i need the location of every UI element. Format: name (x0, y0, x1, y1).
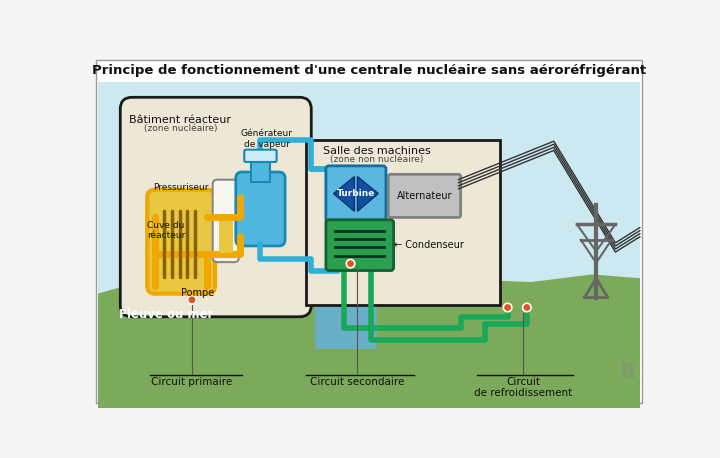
Text: Pressuriseur: Pressuriseur (153, 183, 209, 192)
Text: Bâtiment réacteur: Bâtiment réacteur (130, 115, 231, 125)
Text: ← Condenseur: ← Condenseur (395, 240, 464, 250)
FancyBboxPatch shape (212, 180, 239, 262)
FancyBboxPatch shape (98, 82, 640, 378)
Polygon shape (357, 177, 378, 211)
FancyBboxPatch shape (98, 303, 640, 349)
Text: Circuit primaire: Circuit primaire (151, 377, 233, 387)
Polygon shape (98, 274, 315, 408)
Text: Fleuve ou mer: Fleuve ou mer (119, 308, 213, 321)
Text: IRSN
2009: IRSN 2009 (622, 360, 636, 378)
Circle shape (188, 295, 196, 304)
Bar (251, 155, 270, 182)
FancyBboxPatch shape (148, 190, 215, 294)
FancyBboxPatch shape (98, 349, 640, 408)
FancyBboxPatch shape (96, 60, 642, 403)
Polygon shape (333, 177, 354, 211)
Text: Salle des machines: Salle des machines (323, 146, 431, 156)
Polygon shape (377, 274, 640, 408)
Circle shape (503, 303, 512, 312)
FancyBboxPatch shape (219, 220, 233, 253)
FancyBboxPatch shape (326, 166, 386, 222)
Text: Alternateur: Alternateur (397, 191, 452, 201)
Text: Cuve du
réacteur: Cuve du réacteur (148, 220, 186, 240)
FancyBboxPatch shape (388, 174, 461, 218)
Text: Pompe: Pompe (181, 288, 215, 298)
Text: Turbine: Turbine (337, 189, 375, 198)
Text: Principe de fonctionnement d'une centrale nucléaire sans aéroréfrigérant: Principe de fonctionnement d'une central… (92, 64, 646, 77)
Text: (zone nucléaire): (zone nucléaire) (143, 124, 217, 133)
FancyBboxPatch shape (235, 172, 285, 246)
Text: (zone non nucléaire): (zone non nucléaire) (330, 155, 423, 164)
Text: Générateur
de vapeur: Générateur de vapeur (240, 130, 292, 149)
Circle shape (523, 303, 531, 312)
Text: Circuit secondaire: Circuit secondaire (310, 377, 405, 387)
Circle shape (346, 259, 355, 268)
FancyBboxPatch shape (306, 140, 500, 305)
FancyBboxPatch shape (244, 150, 276, 162)
Text: Circuit
de refroidissement: Circuit de refroidissement (474, 377, 572, 398)
FancyBboxPatch shape (326, 220, 394, 271)
FancyBboxPatch shape (120, 97, 311, 317)
